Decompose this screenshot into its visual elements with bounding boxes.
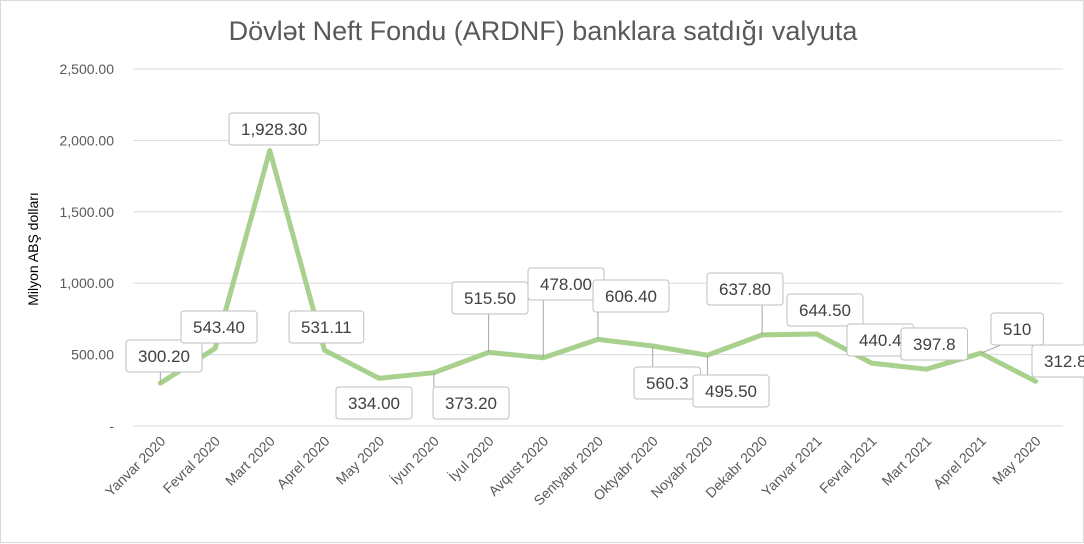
x-tick-label: Aprel 2020 xyxy=(273,433,332,492)
data-label: 373.20 xyxy=(432,386,510,420)
x-tick-label: May 2020 xyxy=(989,433,1044,488)
data-label-text: 543.40 xyxy=(193,318,245,337)
data-label-box xyxy=(1031,344,1084,378)
data-label-text: 312.82 xyxy=(1044,352,1084,371)
data-label-text: 478.00 xyxy=(540,275,592,294)
data-label: 495.50 xyxy=(692,374,770,408)
data-label-box xyxy=(288,310,365,344)
leader-lines xyxy=(159,300,1002,387)
data-label: 440.4 xyxy=(846,323,915,357)
data-label-text: 397.8 xyxy=(913,335,956,354)
data-label-text: 510 xyxy=(1003,320,1031,339)
y-tick-label: 1,000.00 xyxy=(60,275,115,291)
data-label: 644.50 xyxy=(786,293,864,327)
data-label-text: 1,928.30 xyxy=(241,120,307,139)
data-label-text: 334.00 xyxy=(348,394,400,413)
data-label: 334.00 xyxy=(335,386,413,420)
data-label: 397.8 xyxy=(900,327,969,361)
data-label-text: 495.50 xyxy=(705,382,757,401)
data-label-text: 440.4 xyxy=(859,331,902,350)
x-tick-label: Mart 2020 xyxy=(222,433,278,489)
data-label: 300.20 xyxy=(125,339,203,373)
data-label-box xyxy=(125,339,203,373)
data-label: 510 xyxy=(990,312,1044,346)
data-label-box xyxy=(180,310,258,344)
x-tick-label: Fevral 2021 xyxy=(816,433,880,497)
data-label-box xyxy=(592,279,670,313)
data-label-box xyxy=(335,386,413,420)
data-label-text: 560.3 xyxy=(646,374,689,393)
data-label-text: 373.20 xyxy=(445,394,497,413)
data-label-text: 515.50 xyxy=(464,289,516,308)
data-label-box xyxy=(786,293,864,327)
data-label-box xyxy=(228,112,320,146)
data-label-text: 300.20 xyxy=(138,347,190,366)
data-label: 312.82 xyxy=(1031,344,1084,378)
x-tick-label: May 2020 xyxy=(333,433,388,488)
data-label-text: 644.50 xyxy=(799,301,851,320)
data-label-box xyxy=(692,374,770,408)
data-label-text: 637.80 xyxy=(719,280,771,299)
x-tick-label: İyun 2020 xyxy=(386,432,442,488)
data-label: 515.50 xyxy=(451,281,529,315)
y-tick-label: 1,500.00 xyxy=(60,204,115,220)
data-label-box xyxy=(706,272,784,306)
data-label: 1,928.30 xyxy=(228,112,320,146)
y-tick-label: 2,000.00 xyxy=(60,132,115,148)
y-tick-label: 2,500.00 xyxy=(60,61,115,77)
data-label: 478.00 xyxy=(527,267,605,301)
data-label-box xyxy=(900,327,969,361)
data-label-text: 531.11 xyxy=(301,318,352,337)
x-tick-label: Yanvar 2020 xyxy=(102,433,169,500)
x-tick-label: İyul 2020 xyxy=(445,432,497,484)
chart-title: Dövlət Neft Fondu (ARDNF) banklara satdı… xyxy=(229,16,859,46)
x-tick-label: Mart 2021 xyxy=(878,433,934,489)
data-label: 531.11 xyxy=(288,310,365,344)
data-label-box xyxy=(432,386,510,420)
leader-line xyxy=(980,344,1002,354)
data-label-box xyxy=(990,312,1044,346)
y-axis-ticks: - 500.00 1,000.00 1,500.00 2,000.00 2,500.00 xyxy=(60,61,115,434)
data-label: 543.40 xyxy=(180,310,258,344)
data-label-text: 606.40 xyxy=(605,287,657,306)
x-tick-label: Fevral 2020 xyxy=(160,433,224,497)
y-tick-label: - xyxy=(109,418,114,434)
y-axis-label: Milyon ABŞ dolları xyxy=(25,192,41,306)
x-tick-label: Aprel 2021 xyxy=(930,433,989,492)
data-label: 560.3 xyxy=(633,366,702,400)
y-tick-label: 500.00 xyxy=(71,347,114,363)
data-label: 637.80 xyxy=(706,272,784,306)
data-label: 606.40 xyxy=(592,279,670,313)
